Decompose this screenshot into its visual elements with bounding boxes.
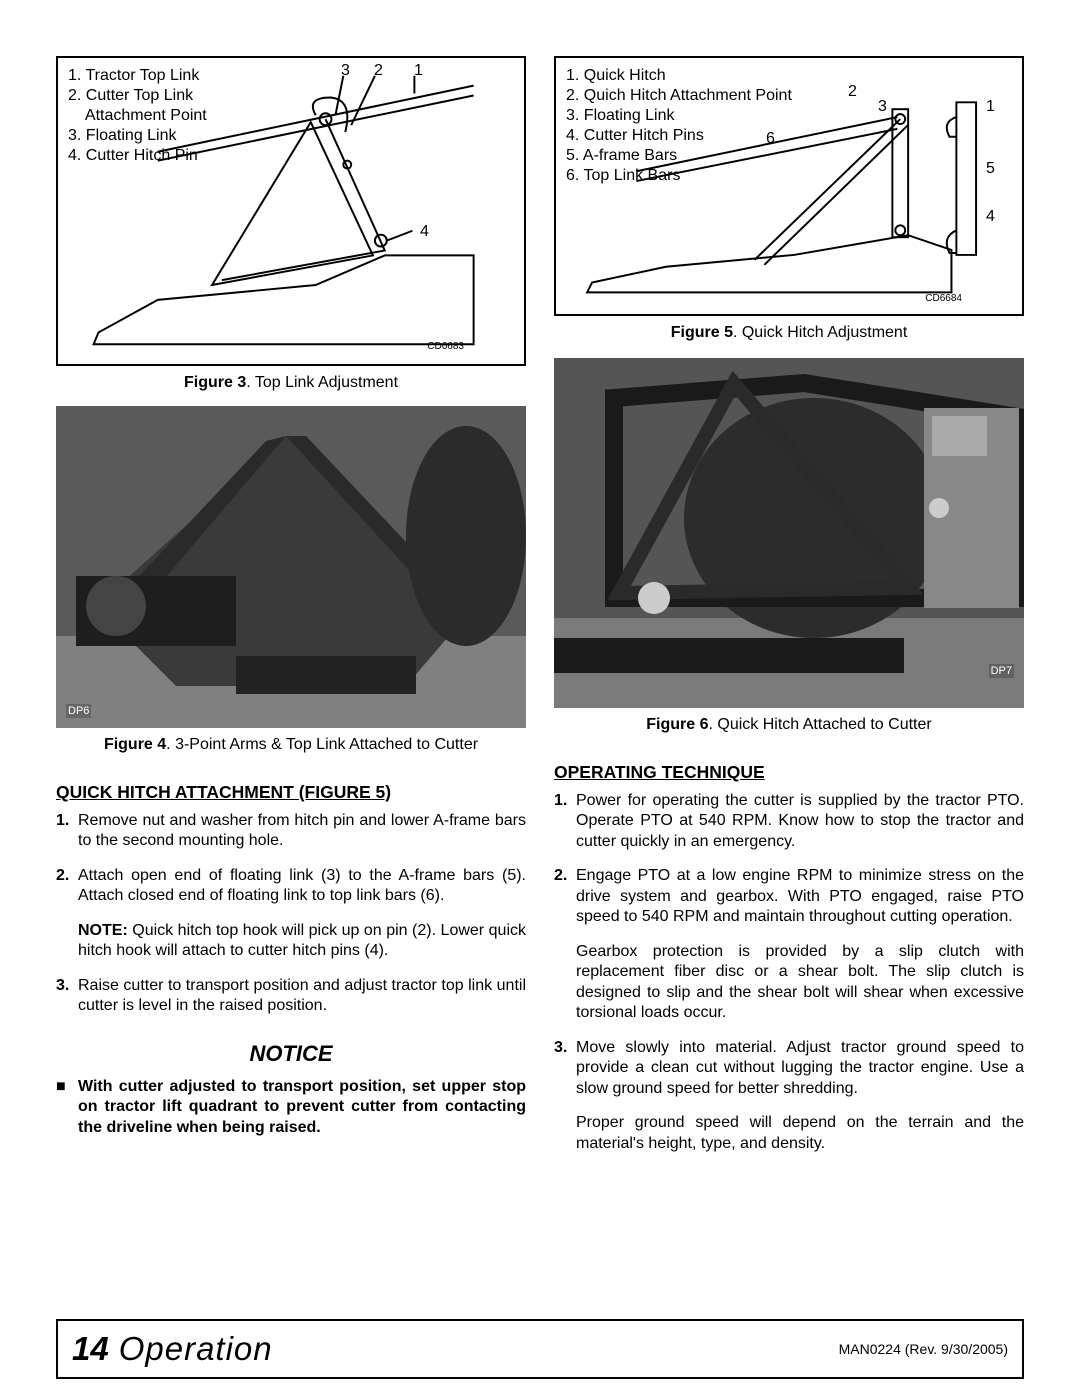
section-title: Operation (119, 1330, 839, 1368)
step-text: Engage PTO at a low engine RPM to minimi… (576, 867, 1024, 925)
notice-heading: NOTICE (56, 1041, 526, 1067)
figure6-svg (554, 358, 1024, 708)
figure5-legend: 1. Quick Hitch 2. Quich Hitch Attachment… (566, 66, 792, 186)
figure3-diagram: 1. Tractor Top Link 2. Cutter Top Link A… (56, 56, 526, 366)
caption-bold: Figure 3 (184, 374, 246, 391)
step-note: NOTE: Quick hitch top hook will pick up … (78, 921, 526, 962)
figure6-photo: DP7 (554, 358, 1024, 708)
diagram-code: CD6684 (925, 293, 962, 304)
step-text: Raise cutter to transport position and a… (78, 977, 526, 1014)
caption-bold: Figure 6 (646, 716, 708, 733)
figure5-diagram: 1. Quick Hitch 2. Quich Hitch Attachment… (554, 56, 1024, 316)
callout-number: 5 (986, 160, 995, 178)
diagram-code: CD6683 (427, 341, 464, 352)
callout-number: 3 (341, 62, 350, 80)
callout-number: 1 (986, 98, 995, 116)
callout-number: 1 (414, 62, 423, 80)
legend-item: 2. Cutter Top Link (68, 86, 207, 106)
page-number: 14 (72, 1330, 109, 1368)
left-column: 1. Tractor Top Link 2. Cutter Top Link A… (56, 56, 526, 1286)
caption-text: . Quick Hitch Attached to Cutter (709, 716, 932, 733)
callout-number: 2 (848, 83, 857, 101)
step-text: Remove nut and washer from hitch pin and… (78, 812, 526, 849)
page-footer: 14 Operation MAN0224 (Rev. 9/30/2005) (56, 1319, 1024, 1379)
notice-bullet: With cutter adjusted to transport positi… (56, 1077, 526, 1138)
note-text: Quick hitch top hook will pick up on pin… (78, 922, 526, 959)
step-item: Move slowly into material. Adjust tracto… (576, 1038, 1024, 1154)
step-text: Power for operating the cutter is suppli… (576, 792, 1024, 850)
legend-item: 3. Floating Link (68, 126, 207, 146)
quick-hitch-heading: QUICK HITCH ATTACHMENT (FIGURE 5) (56, 782, 526, 803)
callout-number: 2 (374, 62, 383, 80)
caption-text: . Quick Hitch Adjustment (733, 324, 907, 341)
figure6-caption: Figure 6. Quick Hitch Attached to Cutter (554, 716, 1024, 734)
legend-item: Attachment Point (68, 106, 207, 126)
step-item: Attach open end of floating link (3) to … (78, 866, 526, 962)
callout-number: 6 (766, 130, 775, 148)
step-text: Move slowly into material. Adjust tracto… (576, 1039, 1024, 1097)
caption-bold: Figure 5 (671, 324, 733, 341)
caption-text: . 3-Point Arms & Top Link Attached to Cu… (166, 736, 478, 753)
step-text: Attach open end of floating link (3) to … (78, 867, 526, 904)
caption-text: . Top Link Adjustment (246, 374, 398, 391)
step-item: Raise cutter to transport position and a… (78, 976, 526, 1017)
figure3-caption: Figure 3. Top Link Adjustment (56, 374, 526, 392)
figure4-svg (56, 406, 526, 728)
step-extra: Gearbox protection is provided by a slip… (576, 942, 1024, 1024)
note-bold: NOTE: (78, 922, 128, 939)
legend-item: 6. Top Link Bars (566, 166, 792, 186)
step-item: Engage PTO at a low engine RPM to minimi… (576, 866, 1024, 1023)
figure3-legend: 1. Tractor Top Link 2. Cutter Top Link A… (68, 66, 207, 166)
callout-number: 4 (986, 208, 995, 226)
legend-item: 4. Cutter Hitch Pins (566, 126, 792, 146)
right-column: 1. Quick Hitch 2. Quich Hitch Attachment… (554, 56, 1024, 1286)
operating-technique-steps: Power for operating the cutter is suppli… (554, 791, 1024, 1168)
photo-tag: DP6 (66, 704, 91, 718)
photo-tag: DP7 (989, 664, 1014, 678)
legend-item: 3. Floating Link (566, 106, 792, 126)
legend-item: 5. A-frame Bars (566, 146, 792, 166)
operating-technique-heading: OPERATING TECHNIQUE (554, 762, 1024, 783)
legend-item: 4. Cutter Hitch Pin (68, 146, 207, 166)
step-extra: Proper ground speed will depend on the t… (576, 1113, 1024, 1154)
legend-item: 2. Quich Hitch Attachment Point (566, 86, 792, 106)
legend-item: 1. Tractor Top Link (68, 66, 207, 86)
caption-bold: Figure 4 (104, 736, 166, 753)
callout-number: 4 (420, 223, 429, 241)
step-item: Power for operating the cutter is suppli… (576, 791, 1024, 852)
figure4-caption: Figure 4. 3-Point Arms & Top Link Attach… (56, 736, 526, 754)
step-item: Remove nut and washer from hitch pin and… (78, 811, 526, 852)
figure5-caption: Figure 5. Quick Hitch Adjustment (554, 324, 1024, 342)
revision-text: MAN0224 (Rev. 9/30/2005) (839, 1341, 1008, 1357)
figure4-photo: DP6 (56, 406, 526, 728)
quick-hitch-steps: Remove nut and washer from hitch pin and… (56, 811, 526, 1031)
callout-number: 3 (878, 98, 887, 116)
legend-item: 1. Quick Hitch (566, 66, 792, 86)
